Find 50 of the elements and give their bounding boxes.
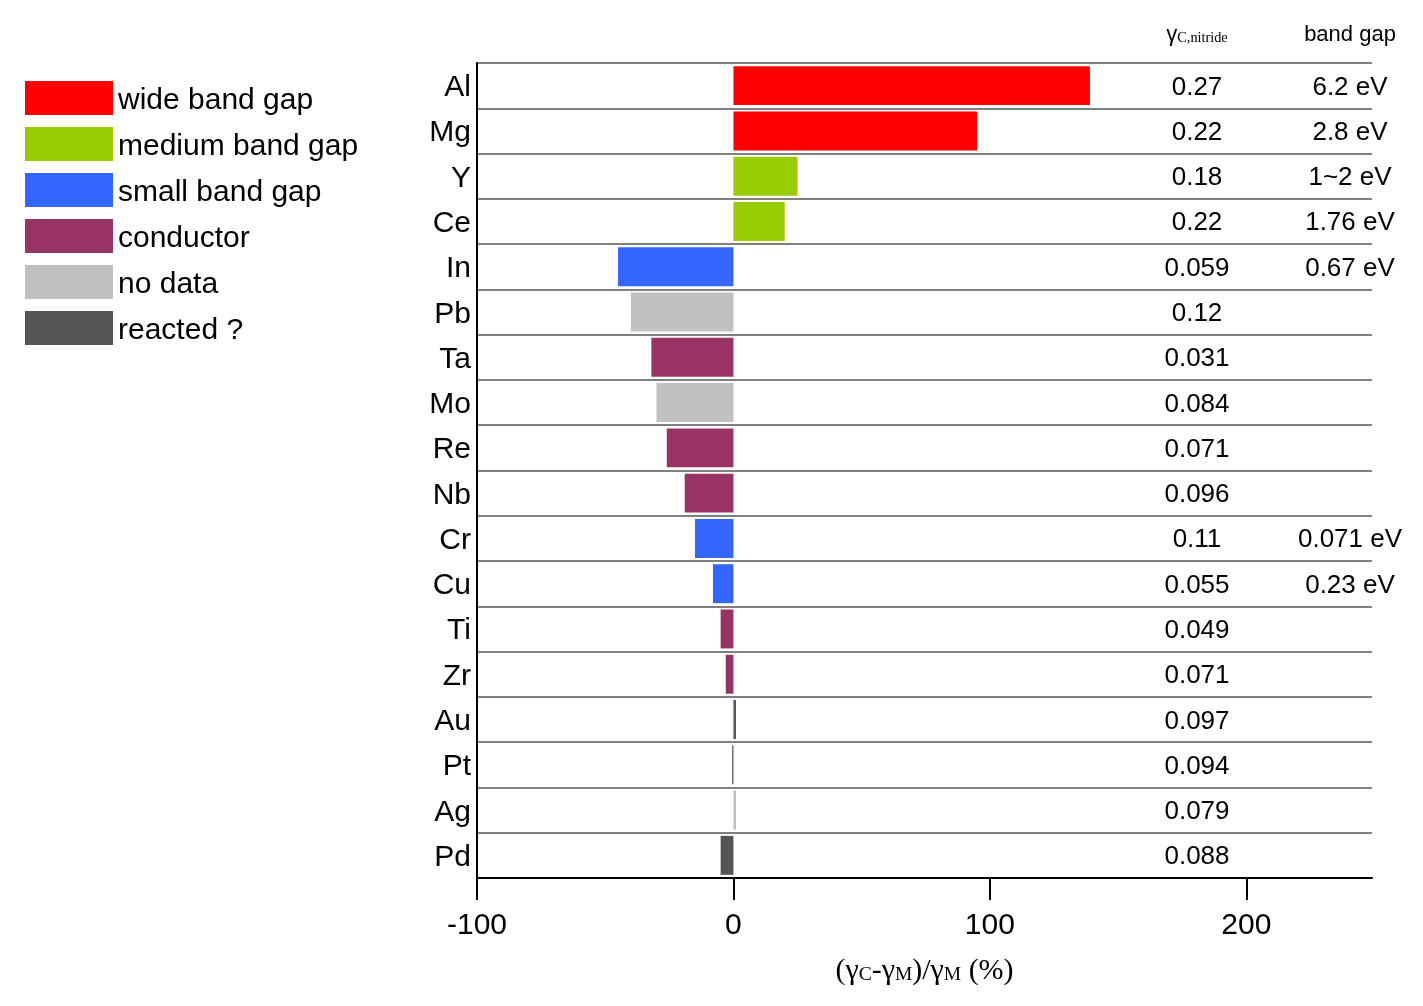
- bar: [733, 700, 737, 739]
- x-tick-label: 0: [725, 906, 742, 940]
- bar: [733, 156, 798, 196]
- bar: [712, 564, 734, 604]
- bar: [694, 518, 734, 558]
- bar: [630, 292, 734, 332]
- x-tick-label: 100: [964, 906, 1015, 940]
- bar: [651, 337, 734, 377]
- y-tick-label: Au: [434, 703, 471, 737]
- y-tick-label: Pd: [434, 838, 471, 872]
- y-tick-label: Zr: [442, 657, 471, 691]
- legend-label: medium band gap: [118, 127, 359, 161]
- bar: [725, 654, 734, 694]
- y-tick-label: Ti: [447, 612, 471, 646]
- text: band gap: [1304, 20, 1396, 46]
- bar: [684, 473, 734, 513]
- y-tick-label: In: [445, 250, 471, 284]
- y-tick-label: Pt: [442, 748, 472, 782]
- y-tick-label: Ce: [432, 204, 471, 238]
- y-tick-label: Re: [432, 431, 471, 465]
- bar: [733, 66, 1090, 106]
- legend-label: conductor: [118, 219, 250, 253]
- legend-label: small band gap: [118, 173, 322, 207]
- bar: [733, 790, 737, 830]
- y-tick-label: Al: [444, 69, 471, 103]
- y-tick-label: Pb: [434, 295, 471, 329]
- y-tick-label: Mo: [429, 386, 471, 420]
- text: 0.27 0.22 0.18 0.22 0.059 0.12 0.031 0.084 0.071 0.096 0.11 0.055 0.049 0.071 0.097 0.094 0.079 0.088: [1164, 70, 1230, 871]
- x-tick-label: -100: [446, 906, 508, 940]
- text: γC,nitride: [1166, 20, 1228, 46]
- bar: [733, 202, 785, 241]
- bar: [656, 383, 734, 423]
- y-tick-label: Ag: [434, 793, 471, 827]
- x-tick-label: 200: [1221, 906, 1272, 940]
- y-tick-label: Mg: [429, 114, 471, 148]
- bar: [666, 428, 734, 468]
- legend-label: wide band gap: [117, 81, 314, 115]
- y-tick-label: Nb: [432, 476, 471, 510]
- legend-label: no data: [118, 265, 219, 299]
- legend-label: reacted ?: [118, 311, 244, 345]
- y-tick-label: Cu: [432, 567, 471, 601]
- bar: [720, 835, 734, 875]
- bar: [720, 609, 734, 649]
- bar: [733, 111, 978, 151]
- y-tick-label: Cr: [439, 521, 472, 555]
- text: 6.2 eV 2.8 eV 1~2 eV 1.76 eV 0.67 eV 0.071 eV 0.23 eV: [1297, 70, 1403, 599]
- y-tick-label: Y: [450, 159, 471, 193]
- bar: [618, 247, 734, 287]
- y-tick-label: Ta: [439, 340, 472, 374]
- x-axis-title: (γC-γM)/γM (%): [835, 951, 1014, 986]
